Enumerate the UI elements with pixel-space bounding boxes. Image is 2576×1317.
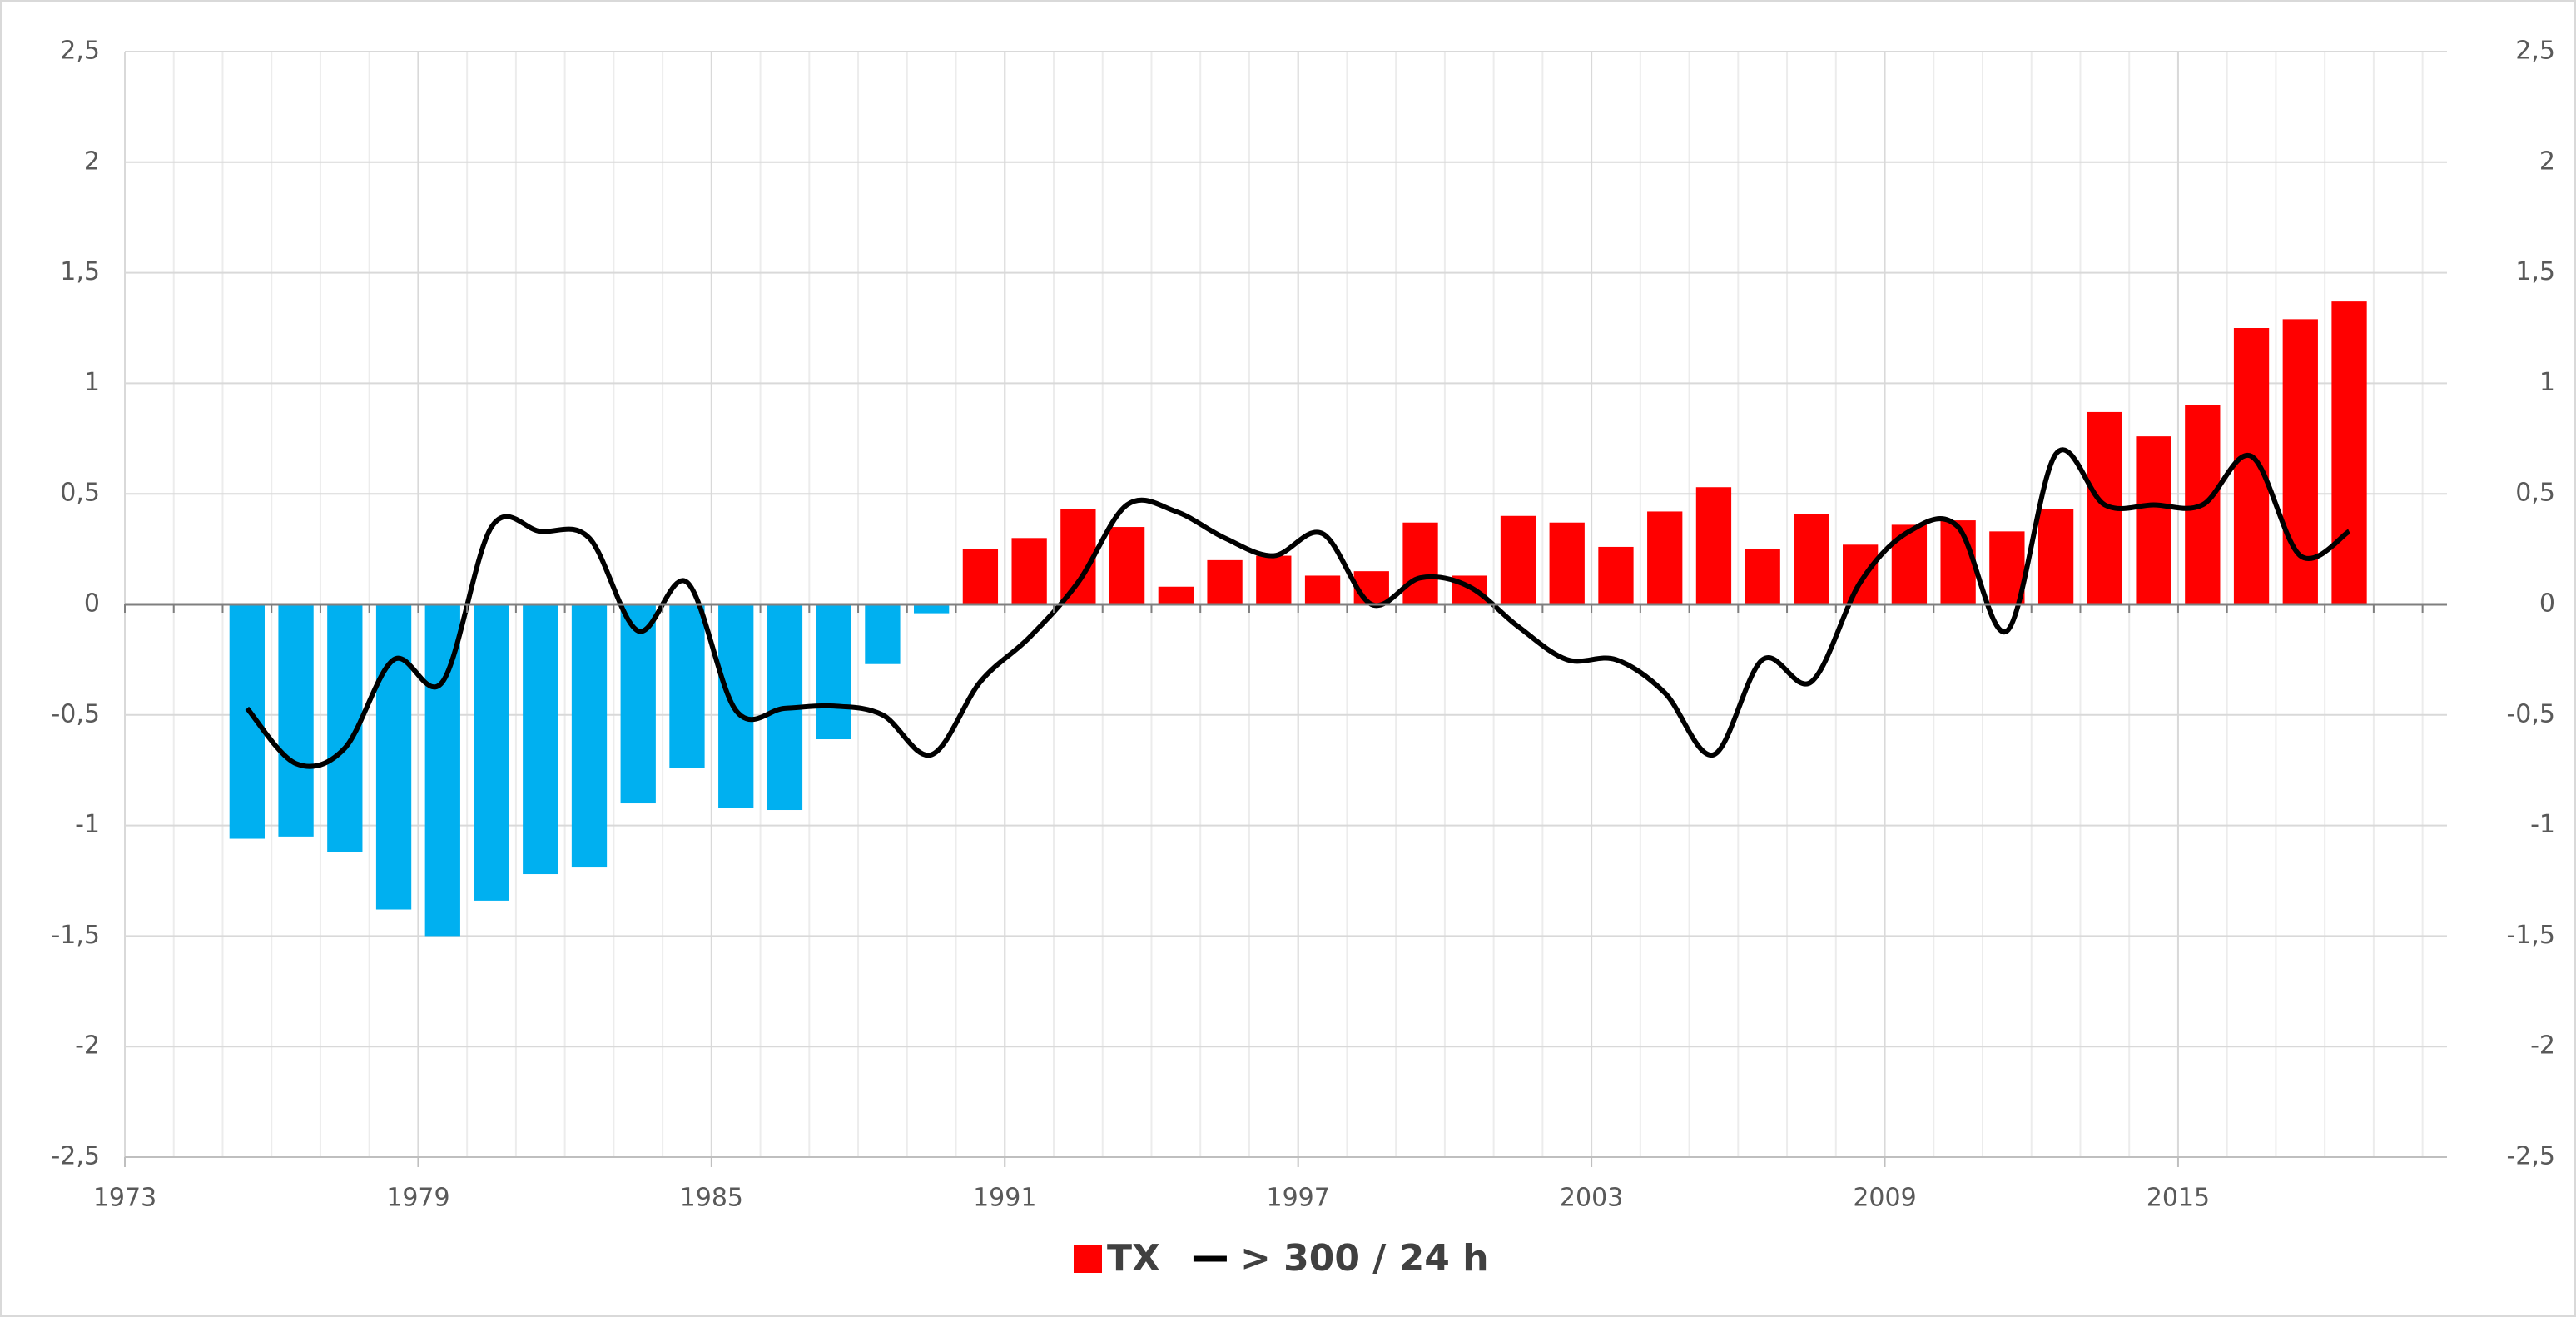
bar <box>1549 522 1585 604</box>
y-tick-label: 1 <box>84 368 100 397</box>
legend-label: TX <box>1107 1237 1160 1280</box>
x-tick-label: 1979 <box>386 1184 449 1213</box>
bar <box>1011 538 1047 604</box>
bar <box>816 604 851 740</box>
bar <box>523 604 558 875</box>
bar <box>1695 487 1732 604</box>
y-tick-label: 2,5 <box>60 37 100 66</box>
y-tick-label: -1,5 <box>51 921 100 950</box>
y-tick-label: -1 <box>75 810 100 839</box>
y2-tick-label: -1,5 <box>2506 921 2555 950</box>
y2-tick-label: 1,5 <box>2515 257 2555 286</box>
legend-swatch <box>1074 1245 1102 1273</box>
y-tick-label: -0,5 <box>51 699 100 728</box>
y2-tick-label: -0,5 <box>2506 699 2555 728</box>
bar <box>1647 511 1683 604</box>
y2-tick-label: -2 <box>2530 1031 2555 1061</box>
bar <box>1500 515 1536 604</box>
bar <box>865 604 901 664</box>
y2-tick-label: -2,5 <box>2506 1142 2555 1171</box>
x-tick-label: 2015 <box>2147 1184 2210 1213</box>
y2-tick-label: 0,5 <box>2515 479 2555 508</box>
line-series <box>245 447 2351 769</box>
bar <box>474 604 509 901</box>
bar <box>962 549 999 604</box>
bar <box>1109 527 1145 604</box>
bar <box>1256 555 1292 604</box>
bar <box>375 604 412 910</box>
bar <box>1402 522 1438 604</box>
bar <box>1598 546 1634 604</box>
bar <box>1940 520 1976 604</box>
y2-tick-label: 0 <box>2539 589 2555 619</box>
bar <box>2233 328 2270 604</box>
x-tick-label: 1997 <box>1267 1184 1330 1213</box>
legend-label: > 300 / 24 h <box>1240 1237 1489 1280</box>
y2-tick-label: -1 <box>2530 810 2555 839</box>
y-tick-label: -2 <box>75 1031 100 1061</box>
bar <box>1745 549 1780 604</box>
bar <box>1794 514 1829 604</box>
bar <box>1207 559 1243 604</box>
y-tick-label: 0,5 <box>60 479 100 508</box>
bar <box>1060 509 1096 604</box>
x-tick-label: 1973 <box>93 1184 156 1213</box>
bar <box>669 604 705 768</box>
y-tick-label: -2,5 <box>51 1142 100 1171</box>
bar <box>2037 509 2074 604</box>
bar <box>620 604 656 804</box>
bar <box>2331 301 2367 604</box>
y-tick-label: 0 <box>84 589 100 619</box>
x-tick-label: 2009 <box>1853 1184 1916 1213</box>
x-tick-label: 2003 <box>1560 1184 1623 1213</box>
bar <box>2282 319 2318 604</box>
y2-tick-label: 2 <box>2539 147 2555 176</box>
legend: TX > 300 / 24 h <box>1074 1237 1489 1280</box>
y-tick-label: 1,5 <box>60 257 100 286</box>
bar <box>914 604 950 614</box>
bar <box>1304 575 1341 604</box>
y2-tick-label: 2,5 <box>2515 37 2555 66</box>
bar <box>1989 531 2025 604</box>
bar <box>1158 586 1194 604</box>
x-tick-label: 1985 <box>680 1184 743 1213</box>
bar <box>278 604 314 837</box>
x-tick-label: 1991 <box>973 1184 1036 1213</box>
bar <box>1843 544 1879 604</box>
y-tick-label: 2 <box>84 147 100 176</box>
y2-tick-label: 1 <box>2539 368 2555 397</box>
bar <box>571 604 608 868</box>
bar <box>2136 436 2171 604</box>
